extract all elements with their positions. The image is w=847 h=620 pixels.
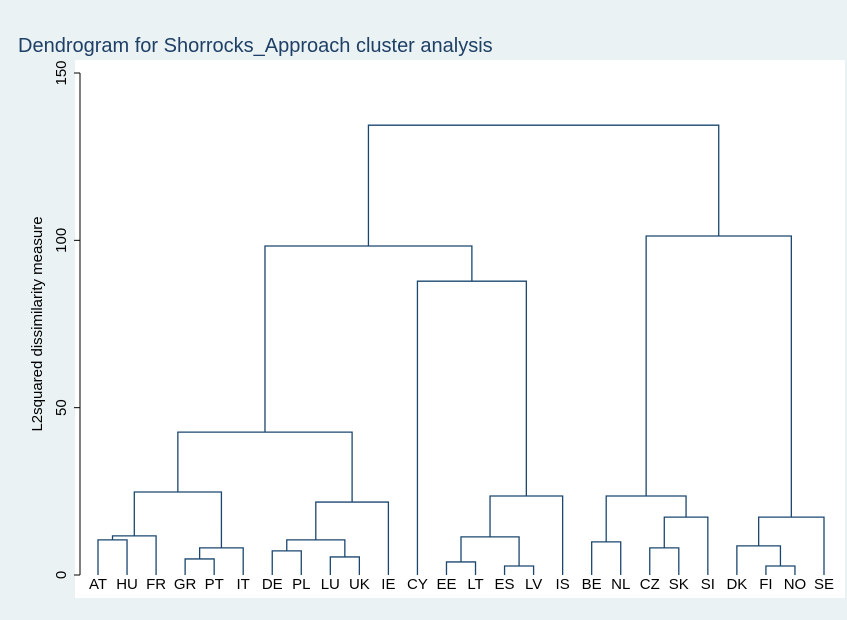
leaf-label: DE xyxy=(262,576,283,593)
chart-title: Dendrogram for Shorrocks_Approach cluste… xyxy=(18,35,493,57)
leaf-label: SK xyxy=(669,576,689,593)
dendrogram-link xyxy=(663,516,709,575)
leaf-label: AT xyxy=(89,576,107,593)
leaf-label: SE xyxy=(814,576,834,593)
dendrogram-link xyxy=(605,495,687,542)
leaf-label: HU xyxy=(116,576,138,593)
dendrogram-link xyxy=(367,124,720,247)
dendrogram-link xyxy=(758,516,825,575)
leaf-label: EE xyxy=(436,576,456,593)
leaf-label: DK xyxy=(726,576,747,593)
y-tick-label: 150 xyxy=(53,60,70,85)
leaf-label: LT xyxy=(467,576,483,593)
leaf-label: LU xyxy=(321,576,340,593)
leaf-label: CZ xyxy=(640,576,660,593)
leaf-label: FR xyxy=(146,576,166,593)
leaf-label: IT xyxy=(237,576,250,593)
dendrogram-link xyxy=(645,235,792,518)
leaf-label: SI xyxy=(701,576,715,593)
y-tick-label: 50 xyxy=(53,399,70,416)
leaf-label: CY xyxy=(407,576,428,593)
leaf-label: NO xyxy=(784,576,807,593)
leaf-label: NL xyxy=(611,576,630,593)
leaf-label: FI xyxy=(759,576,772,593)
plot-area xyxy=(75,60,845,598)
leaf-label: LV xyxy=(525,576,542,593)
dendrogram-link xyxy=(264,245,473,433)
leaf-label: GR xyxy=(174,576,197,593)
dendrogram-link xyxy=(489,495,564,575)
leaf-label: IE xyxy=(381,576,395,593)
y-tick-label: 0 xyxy=(53,571,70,579)
leaf-label: ES xyxy=(495,576,515,593)
dendrogram-link xyxy=(133,491,223,548)
leaf-label: PT xyxy=(205,576,224,593)
dendrogram-link xyxy=(416,280,527,575)
y-tick-label: 100 xyxy=(53,228,70,253)
leaf-label: IS xyxy=(556,576,570,593)
leaf-label: PL xyxy=(292,576,310,593)
dendrogram-link xyxy=(315,501,390,575)
leaf-label: UK xyxy=(349,576,370,593)
leaf-label: BE xyxy=(582,576,602,593)
y-axis-label: L2squared dissimilarity measure xyxy=(29,216,46,431)
